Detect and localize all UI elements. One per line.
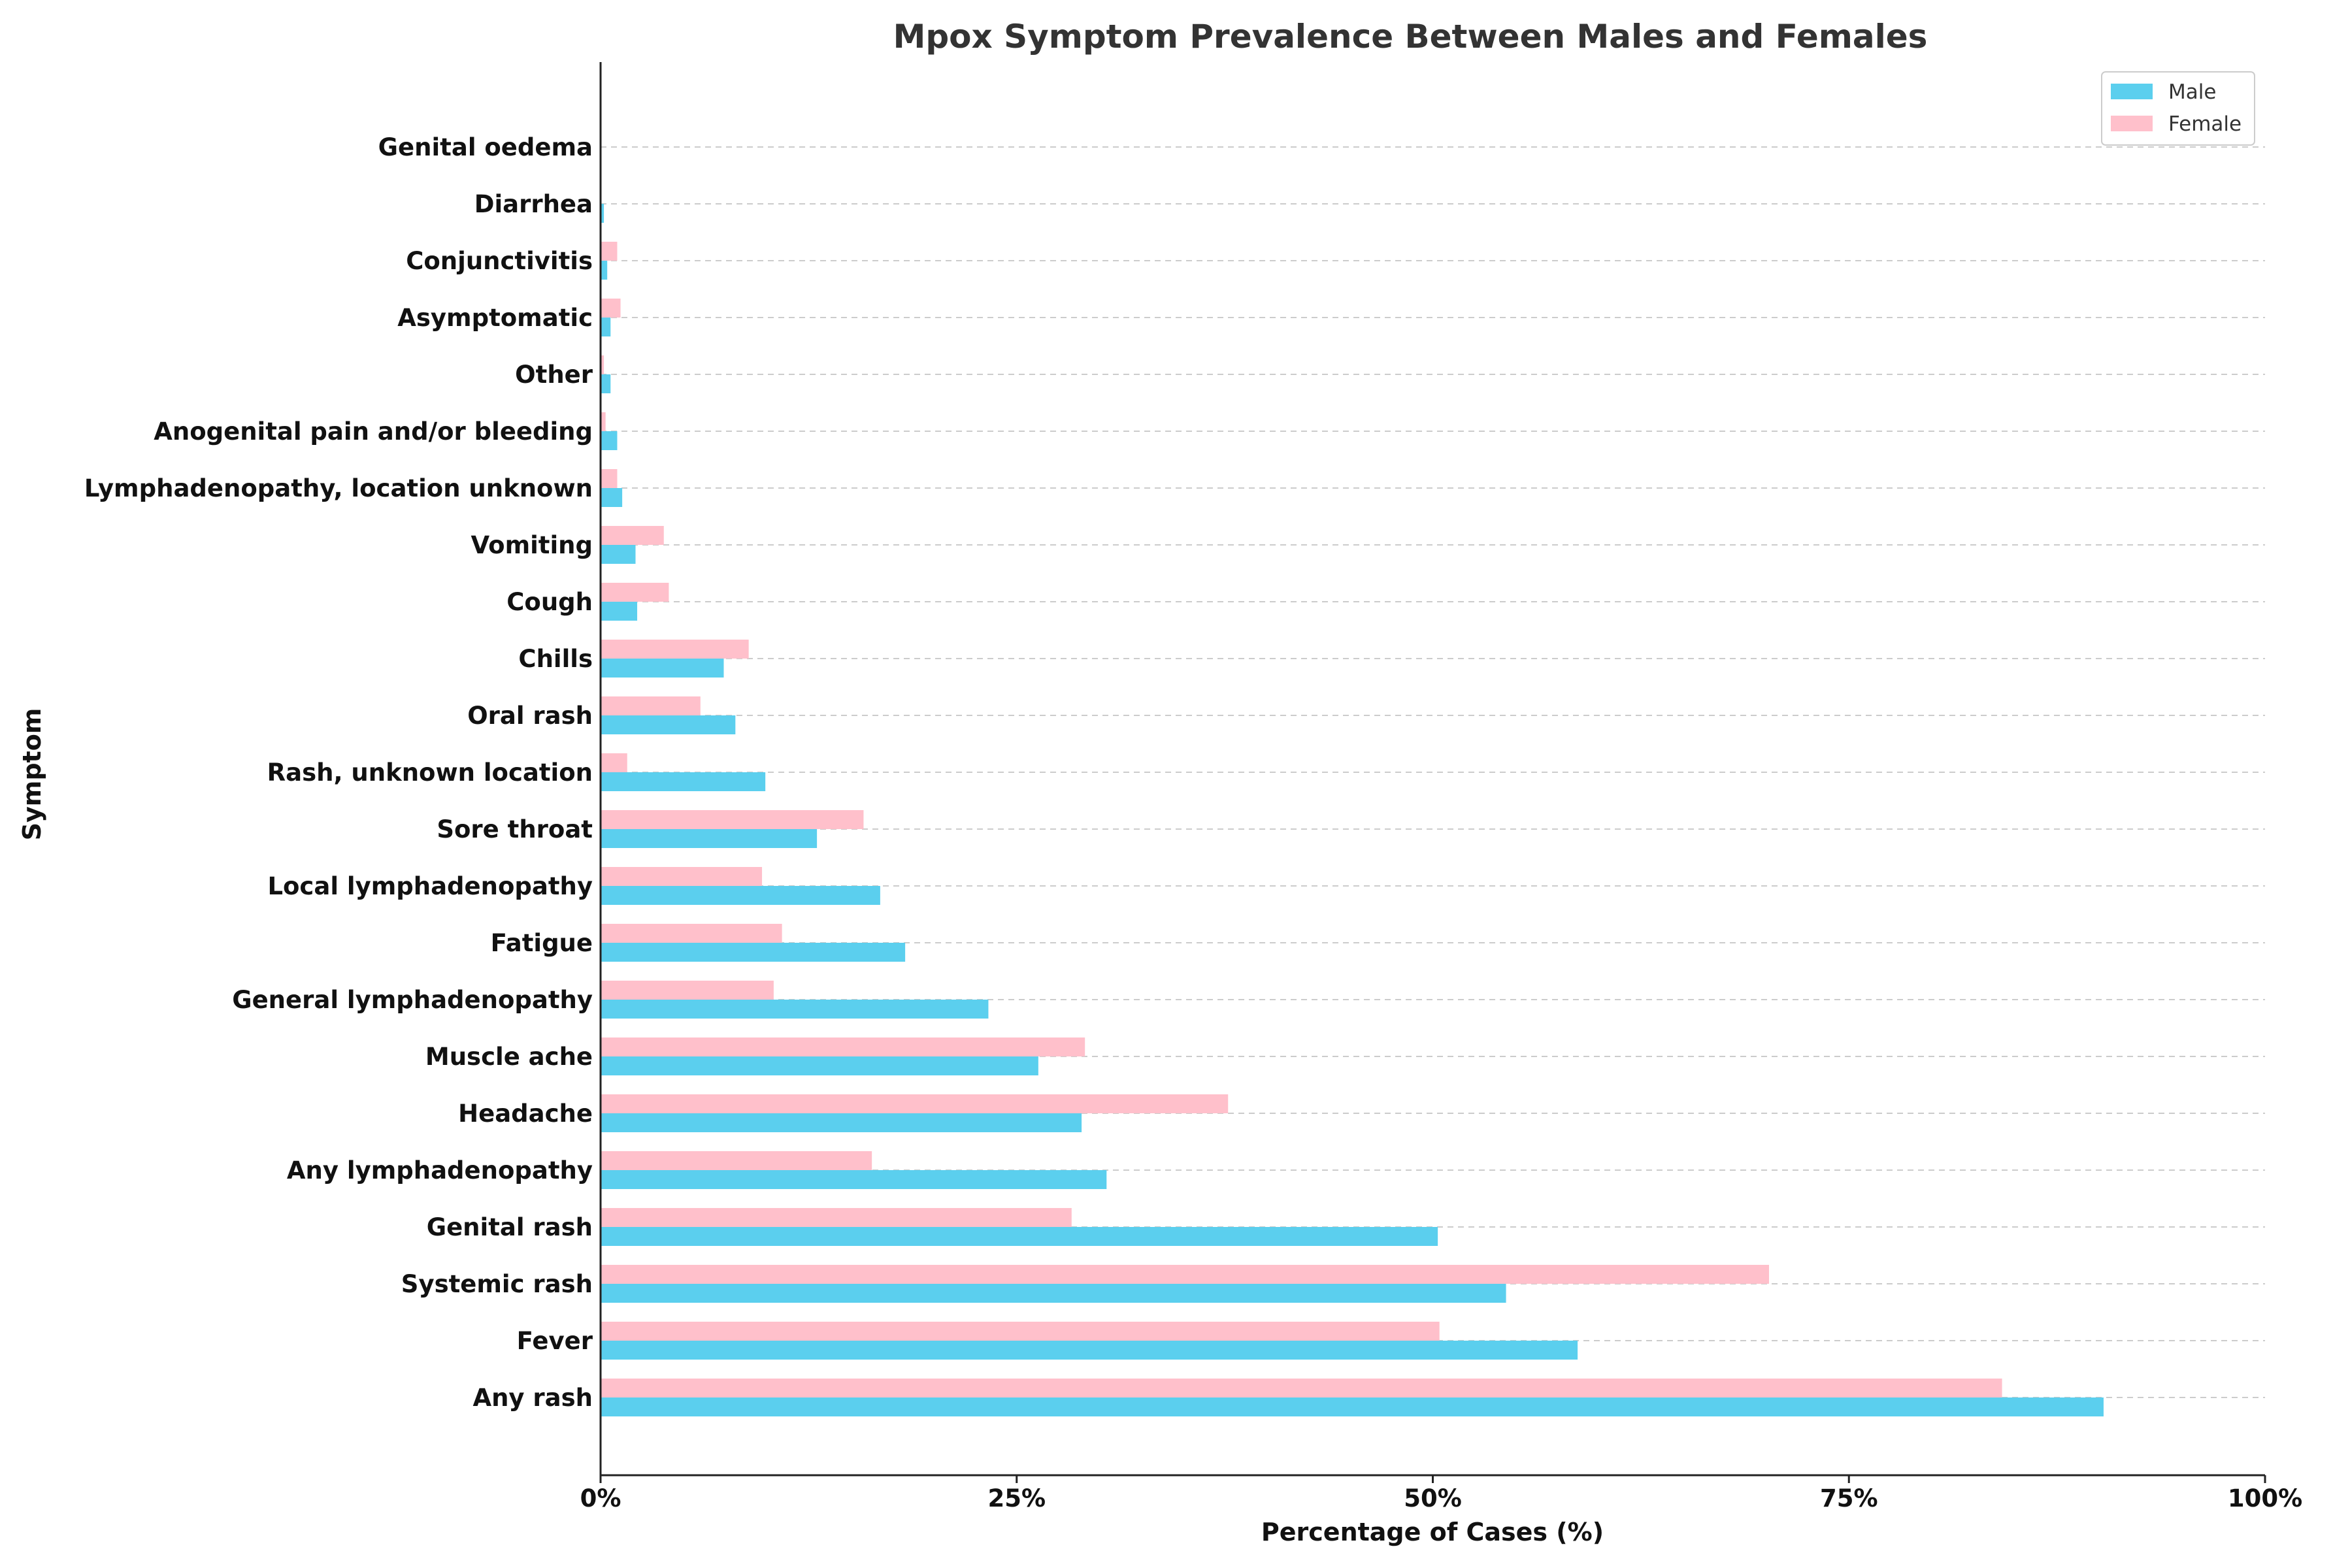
bar-female-any-lymphadenopathy: [601, 1151, 872, 1170]
category-label-conjunctivitis: Conjunctivitis: [406, 247, 593, 275]
bar-male-lymphadenopathy-location-unknown: [601, 488, 623, 507]
bar-female-muscle-ache: [601, 1037, 1085, 1056]
bar-male-cough: [601, 602, 638, 621]
category-label-local-lymphadenopathy: Local lymphadenopathy: [267, 872, 593, 900]
bar-female-headache: [601, 1094, 1229, 1113]
chart-title: Mpox Symptom Prevalence Between Males an…: [893, 18, 1928, 56]
bar-female-chills: [601, 640, 749, 659]
bar-male-systemic-rash: [601, 1284, 1506, 1303]
category-label-diarrhea: Diarrhea: [474, 190, 593, 218]
category-label-any-rash: Any rash: [472, 1384, 593, 1412]
bar-male-asymptomatic: [601, 318, 611, 336]
category-label-muscle-ache: Muscle ache: [425, 1043, 593, 1071]
legend-swatch-male: [2111, 84, 2153, 99]
category-label-fatigue: Fatigue: [491, 929, 593, 957]
category-label-lymphadenopathy-location-unknown: Lymphadenopathy, location unknown: [84, 474, 593, 502]
bar-female-any-rash: [601, 1379, 2002, 1397]
legend: Male Female: [2101, 71, 2255, 146]
y-axis-label: Symptom: [18, 708, 46, 841]
bar-female-conjunctivitis: [601, 242, 618, 261]
bar-female-local-lymphadenopathy: [601, 867, 763, 886]
bar-male-anogenital-pain-and-or-bleeding: [601, 431, 618, 450]
category-label-rash-unknown-location: Rash, unknown location: [267, 759, 593, 787]
bar-male-conjunctivitis: [601, 261, 608, 280]
bar-female-other: [601, 355, 604, 374]
category-label-vomiting: Vomiting: [471, 531, 593, 559]
bar-male-fever: [601, 1341, 1578, 1360]
category-label-other: Other: [515, 361, 593, 389]
category-label-any-lymphadenopathy: Any lymphadenopathy: [287, 1156, 593, 1184]
bar-female-cough: [601, 583, 669, 602]
legend-label-female: Female: [2168, 112, 2242, 136]
category-label-asymptomatic: Asymptomatic: [397, 304, 593, 332]
legend-swatch-female: [2111, 116, 2153, 131]
bar-male-general-lymphadenopathy: [601, 1000, 989, 1019]
bar-female-general-lymphadenopathy: [601, 981, 774, 1000]
bar-female-fatigue: [601, 924, 782, 943]
bar-female-fever: [601, 1322, 1440, 1341]
bar-male-other: [601, 374, 611, 393]
bar-male-local-lymphadenopathy: [601, 886, 880, 905]
bar-female-lymphadenopathy-location-unknown: [601, 469, 618, 488]
x-tick-label: 100%: [2228, 1484, 2302, 1512]
bar-female-systemic-rash: [601, 1265, 1769, 1284]
bar-male-rash-unknown-location: [601, 772, 766, 791]
x-tick-label: 75%: [1820, 1484, 1878, 1512]
category-label-systemic-rash: Systemic rash: [401, 1270, 593, 1298]
legend-label-male: Male: [2168, 80, 2216, 104]
category-label-cough: Cough: [506, 588, 593, 616]
bar-female-anogenital-pain-and-or-bleeding: [601, 412, 606, 431]
category-label-oral-rash: Oral rash: [467, 702, 593, 730]
bar-male-genital-rash: [601, 1227, 1438, 1246]
category-labels: Any rash Fever Systemic rash Genital rash An…: [84, 133, 593, 1412]
x-tick-labels: 0% 25% 50% 75% 100%: [580, 1475, 2302, 1512]
category-label-general-lymphadenopathy: General lymphadenopathy: [232, 986, 593, 1014]
bar-female-genital-rash: [601, 1208, 1072, 1227]
category-label-sore-throat: Sore throat: [437, 815, 593, 843]
bar-female-asymptomatic: [601, 299, 621, 318]
category-label-headache: Headache: [458, 1100, 593, 1128]
bar-male-chills: [601, 659, 724, 678]
x-tick-label: 50%: [1404, 1484, 1462, 1512]
bar-male-oral-rash: [601, 715, 736, 734]
x-axis-label: Percentage of Cases (%): [1261, 1518, 1604, 1546]
bar-male-diarrhea: [601, 204, 604, 223]
category-label-genital-oedema: Genital oedema: [378, 133, 593, 161]
category-label-fever: Fever: [517, 1327, 593, 1355]
bar-male-headache: [601, 1113, 1082, 1132]
x-tick-label: 0%: [580, 1484, 621, 1512]
bar-female-sore-throat: [601, 810, 864, 829]
bar-male-any-lymphadenopathy: [601, 1170, 1107, 1189]
x-tick-label: 25%: [987, 1484, 1046, 1512]
bars: [601, 204, 2104, 1416]
bar-male-vomiting: [601, 545, 636, 564]
bar-female-oral-rash: [601, 696, 701, 715]
bar-male-muscle-ache: [601, 1056, 1038, 1075]
bar-male-fatigue: [601, 943, 906, 962]
category-label-anogenital-pain-and-or-bleeding: Anogenital pain and/or bleeding: [154, 417, 593, 446]
bar-male-any-rash: [601, 1397, 2104, 1416]
bar-female-rash-unknown-location: [601, 753, 627, 772]
category-label-genital-rash: Genital rash: [427, 1213, 593, 1241]
bar-female-vomiting: [601, 526, 664, 545]
bar-male-sore-throat: [601, 829, 818, 848]
category-label-chills: Chills: [518, 645, 593, 673]
